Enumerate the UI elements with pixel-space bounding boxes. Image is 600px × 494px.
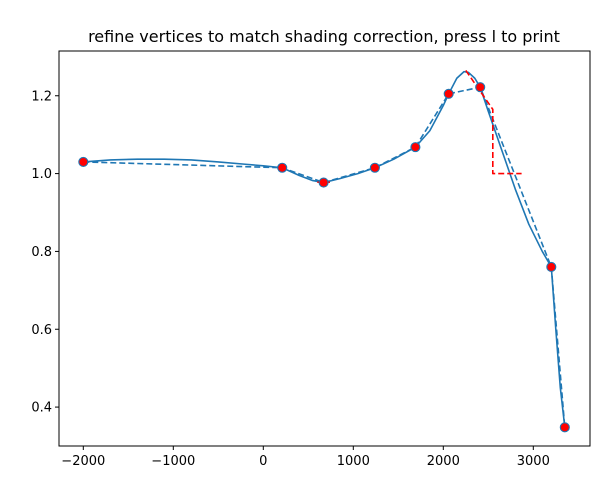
vertex-point[interactable] [277,162,288,173]
vertex-point[interactable] [369,162,380,173]
vertex-point[interactable] [78,156,89,167]
x-tick-label: 0 [259,454,267,469]
y-tick-label: 1.0 [31,167,52,182]
x-tick-label: −1000 [151,454,195,469]
vertex-point[interactable] [559,422,570,433]
x-tick-label: 3000 [517,454,550,469]
y-tick-label: 1.2 [31,89,52,104]
y-tick-label: 0.6 [31,323,52,338]
axes-frame [58,50,591,447]
axes: −2000 −1000 0 1000 2000 3000 0.4 0.6 0.8 1.0 1.2 [31,50,591,469]
vertex-point[interactable] [475,82,486,93]
x-tick-label: −2000 [61,454,105,469]
vertex-point[interactable] [318,177,329,188]
vertex-markers[interactable] [78,82,570,433]
series-line-2 [465,70,522,175]
y-tick-label: 0.8 [31,245,52,260]
vertex-point[interactable] [410,142,421,153]
chart-title: refine vertices to match shading correct… [88,27,560,46]
series-layer [83,70,566,428]
x-tick-label: 1000 [337,454,370,469]
series-line-1 [83,70,566,428]
y-tick-label: 0.4 [31,401,52,416]
vertex-point[interactable] [443,88,454,99]
x-tick-label: 2000 [427,454,460,469]
vertex-point[interactable] [546,261,557,273]
